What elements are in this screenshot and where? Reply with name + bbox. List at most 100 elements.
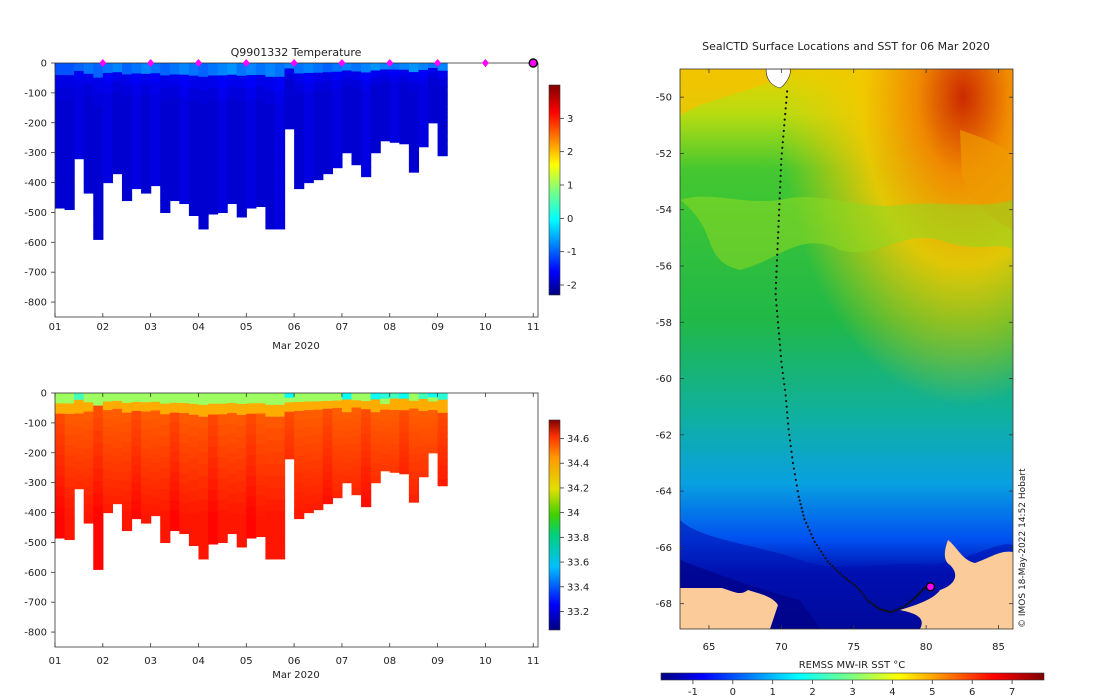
salinity-cell [217,393,228,405]
temperature-cell [93,165,104,182]
salinity-cell [408,470,420,480]
track-point [841,574,844,577]
temperature-cell [169,97,180,110]
track-point [778,338,781,341]
salinity-cell [236,480,247,493]
temperature-cell [351,113,362,123]
salinity-cell [437,459,448,467]
temperature-cell [370,85,381,94]
temperature-ytick-label: -400 [24,178,47,189]
temperature-cell [389,128,400,137]
temperature-cell [399,110,410,118]
salinity-cell [332,482,343,491]
temperature-cell [408,72,420,82]
track-point [778,343,782,346]
salinity-cell [428,435,439,441]
salinity-cell [370,457,381,465]
salinity-cell [428,427,439,433]
salinity-cell [361,474,372,483]
salinity-cell [313,451,324,461]
temperature-cell [370,77,381,87]
temperature-cell [121,85,133,98]
temperature-cell [418,132,429,141]
salinity-cell [141,393,152,403]
salinity-xtick-label: 02 [96,656,109,667]
salinity-cell [208,500,219,513]
track-point [783,383,786,386]
salinity-cell [160,489,171,501]
salinity-cell [389,460,400,468]
track-point [919,591,922,594]
salinity-cell [380,409,391,416]
map-ytick-label: -54 [656,205,672,216]
salinity-cell [322,471,333,481]
track-point [778,202,781,206]
track-point [788,439,792,442]
temperature-cell [341,115,353,124]
salinity-cell [322,408,333,418]
temperature-cell [55,63,66,76]
salinity-cell [217,510,228,522]
salinity-cell [255,526,267,538]
salinity-cell [274,452,286,465]
temperature-cell [236,127,247,141]
temperature-cell [437,140,448,149]
salinity-cell [217,478,228,490]
track-point [805,521,808,525]
sst-colorbar-tick-label: 5 [929,687,935,698]
salinity-cell [83,420,94,431]
temperature-cells [55,63,448,240]
track-point [779,169,782,172]
salinity-cell [55,455,66,467]
track-point [798,499,801,502]
temperature-cell [93,77,104,93]
temperature-cell [246,159,257,173]
temperature-cell [332,115,343,125]
profile-marker [242,59,250,67]
salinity-cell [131,393,142,403]
temperature-cell [179,168,190,181]
track-point [781,141,784,144]
salinity-cell [437,445,448,454]
temperature-ytick-label: -300 [24,148,47,159]
salinity-cell [408,408,420,417]
temperature-cell [169,143,180,156]
salinity-cell [255,454,267,466]
temperature-cell [198,215,209,230]
salinity-cell [83,448,94,459]
salinity-cell [169,501,180,512]
salinity-cell [341,425,353,433]
salinity-cell [265,487,276,501]
salinity-cell [370,399,381,407]
track-point [817,547,821,550]
salinity-cell [74,413,85,421]
temperature-cell [179,156,190,169]
salinity-cell [428,414,439,420]
temperature-cell [274,187,286,202]
salinity-cell [188,447,200,459]
temperature-cell [294,136,305,148]
track-point [913,596,916,600]
salinity-cell [198,464,209,477]
temperature-cell [102,132,113,144]
salinity-cell [93,455,104,470]
temperature-cell [217,112,228,126]
track-point [774,293,777,296]
temperature-cell [236,75,247,90]
temperature-cell [389,82,400,90]
temperature-cell [179,180,190,193]
track-point [867,599,870,602]
temperature-cell [341,70,353,79]
salinity-cell [208,393,219,405]
track-point [788,433,791,436]
temperature-cell [418,76,429,85]
temperature-cell [150,154,161,166]
temperature-cell [332,106,343,116]
temperature-cell [102,152,113,164]
temperature-cell [188,126,200,140]
salinity-cell [121,432,133,443]
temperature-cell [246,135,257,149]
salinity-xtick-label: 03 [144,656,157,667]
salinity-ytick-label: -200 [24,448,47,459]
salinity-cell [217,446,228,458]
